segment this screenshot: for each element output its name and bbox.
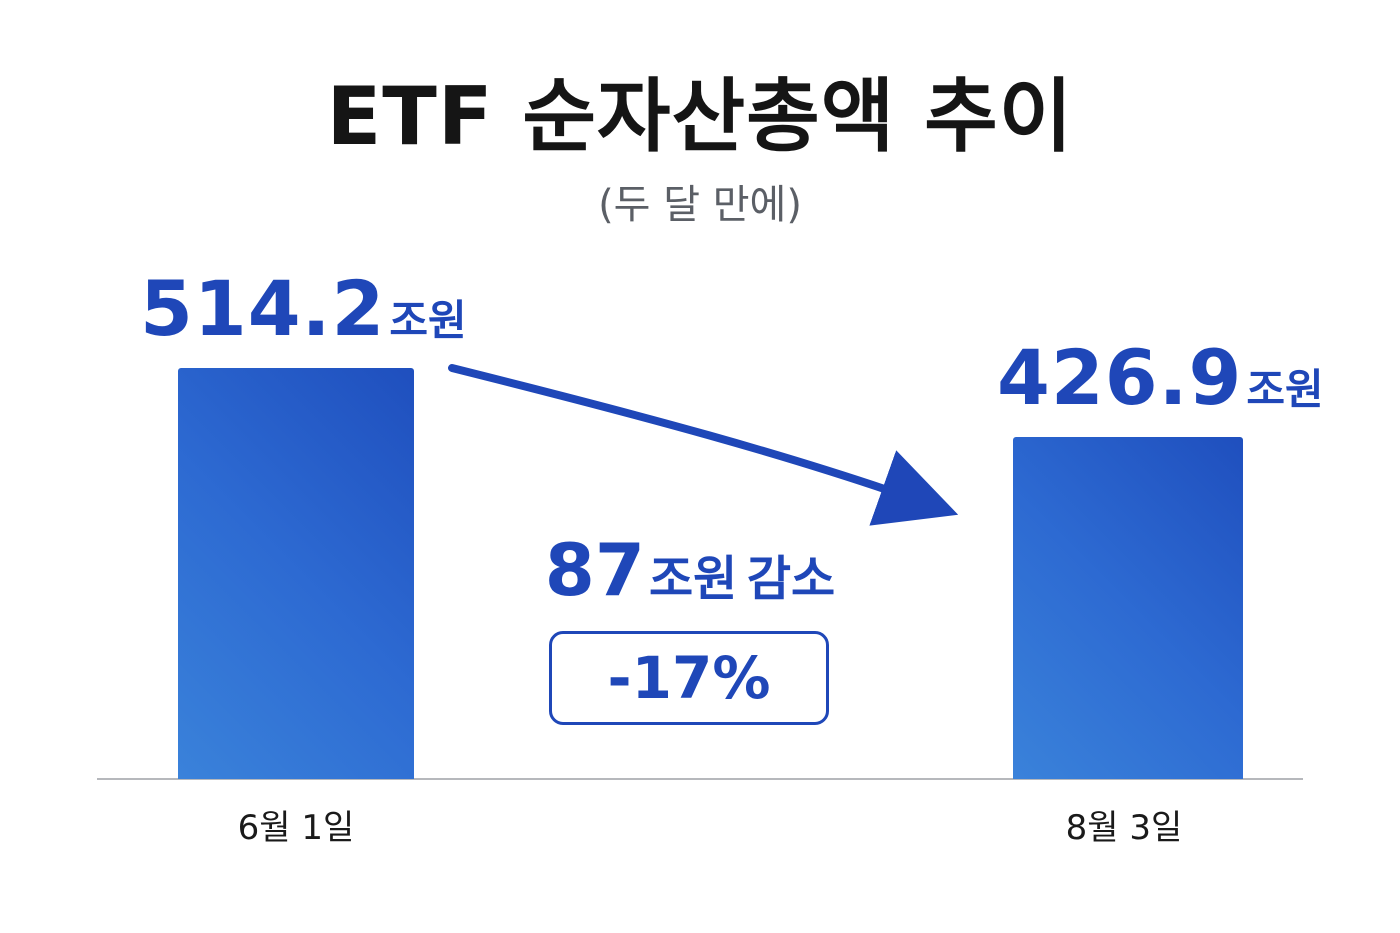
bar-2: [1013, 437, 1243, 779]
bar-value-label-1: 514.2조원: [140, 264, 467, 353]
bar-value-number: 514.2: [140, 263, 386, 353]
chart-title: ETF 순자산총액 추이: [326, 70, 1074, 163]
percent-change-badge: -17%: [549, 631, 829, 725]
bar-value-number: 426.9: [997, 333, 1243, 423]
decrease-arrow-line: [448, 364, 959, 526]
change-label: 감소: [746, 551, 836, 607]
chart-subtitle: (두 달 만에): [598, 182, 802, 228]
bar-1: [178, 367, 414, 779]
change-amount: 87: [544, 528, 645, 612]
bar-value-unit: 조원: [389, 295, 467, 345]
bar-value-label-2: 426.9조원: [997, 333, 1324, 422]
change-annotation: 87조원 감소: [480, 528, 900, 612]
x-axis-line: [97, 778, 1303, 780]
change-unit: 조원: [648, 551, 738, 607]
x-tick-label-2: 8월 3일: [1065, 808, 1183, 848]
bar-value-unit: 조원: [1246, 365, 1324, 415]
x-tick-label-1: 6월 1일: [237, 808, 355, 848]
